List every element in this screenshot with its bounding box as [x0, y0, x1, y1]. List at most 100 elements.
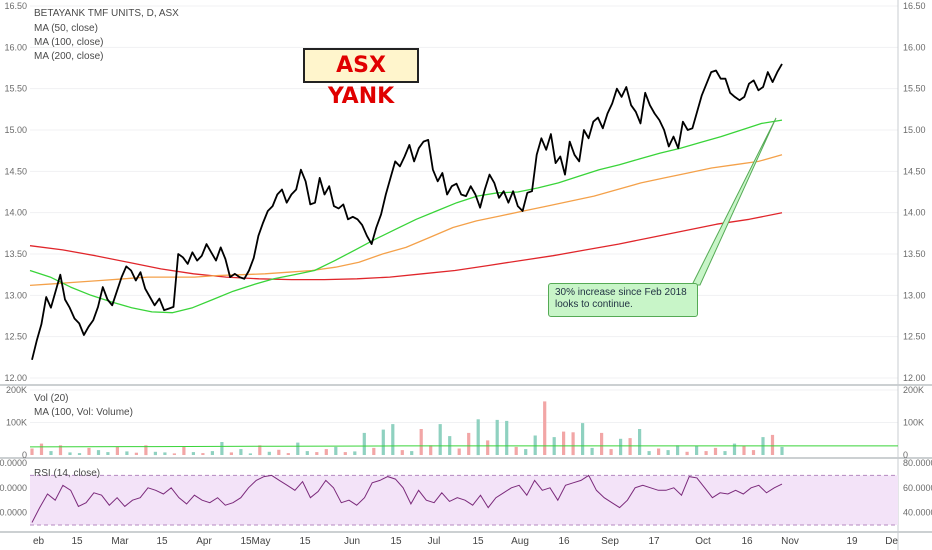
x-tick-label: Mar — [111, 536, 129, 547]
price-y-tick-left: 13.00 — [4, 290, 27, 300]
ma50-line — [29, 119, 783, 314]
x-tick-label: Apr — [196, 536, 212, 547]
price-y-tick-right: 15.50 — [903, 84, 926, 94]
volume-bar — [666, 450, 670, 455]
rsi-line — [31, 474, 783, 523]
volume-bar — [410, 451, 414, 455]
volume-bar — [172, 453, 176, 455]
price-y-tick-left: 15.50 — [4, 84, 27, 94]
volume-bar — [258, 445, 262, 456]
volume-bar — [239, 449, 243, 455]
x-tick-label: 15 — [472, 536, 484, 547]
volume-y-tick-left: 0 — [22, 450, 27, 460]
volume-bar — [315, 452, 319, 455]
volume-bar — [628, 438, 632, 455]
callout-line-2: looks to continue. — [555, 299, 633, 310]
x-tick-label: 16 — [741, 536, 753, 547]
volume-bar — [58, 445, 63, 456]
volume-bar — [267, 451, 271, 456]
volume-bar — [685, 451, 689, 456]
x-tick-label: Nov — [781, 536, 799, 547]
volume-bar — [467, 432, 471, 455]
x-tick-label: 16 — [558, 536, 570, 547]
price-y-tick-right: 12.50 — [903, 332, 926, 342]
volume-bar — [676, 445, 680, 456]
volume-bar — [438, 424, 442, 455]
x-tick-label: 15 — [156, 536, 168, 547]
rsi-y-tick-left: 80.0000 — [0, 458, 27, 468]
asx-yank-banner: ASX YANK — [303, 48, 419, 109]
callout-line-1: 30% increase since Feb 2018 — [555, 287, 687, 298]
volume-bar — [713, 447, 718, 455]
volume-bar — [362, 432, 366, 455]
volume-bar — [30, 448, 34, 455]
price-y-tick-right: 12.00 — [903, 373, 926, 383]
volume-bar — [201, 453, 205, 455]
volume-bar — [296, 442, 300, 455]
volume-bar — [476, 419, 480, 456]
volume-bar — [704, 451, 708, 455]
price-y-tick-right: 14.50 — [903, 166, 926, 176]
volume-bar — [562, 431, 566, 455]
x-tick-label: 17 — [648, 536, 660, 547]
price-y-tick-right: 14.00 — [903, 208, 926, 218]
volume-bar — [400, 450, 404, 455]
volume-bar — [486, 440, 490, 455]
volume-bar — [248, 453, 252, 455]
volume-ma-legend: MA (100, Vol: Volume) — [34, 407, 133, 418]
ma100-legend: MA (100, close) — [34, 37, 103, 48]
volume-bar — [524, 449, 528, 455]
volume-bar — [381, 429, 385, 455]
rsi-title: RSI (14, close) — [34, 468, 100, 479]
volume-y-tick-left: 200K — [6, 385, 27, 395]
price-y-tick-right: 15.00 — [903, 125, 926, 135]
price-y-tick-right: 16.00 — [903, 42, 926, 52]
volume-bar — [324, 449, 328, 455]
volume-bar — [742, 445, 746, 455]
volume-y-tick-right: 100K — [903, 418, 924, 428]
volume-bar — [39, 443, 44, 455]
rsi-y-tick-right: 80.0000 — [903, 458, 932, 468]
x-tick-label: De — [885, 536, 898, 547]
x-tick-label: 19 — [846, 536, 858, 547]
x-tick-label: 15 — [71, 536, 83, 547]
volume-bar — [134, 452, 138, 455]
volume-bar — [96, 450, 101, 455]
ma100-line — [29, 154, 783, 287]
volume-bar — [391, 424, 395, 455]
volume-bar — [543, 401, 547, 455]
symbol-title: BETAYANK TMF UNITS, D, ASX — [34, 8, 179, 19]
volume-bar — [229, 452, 233, 455]
volume-bar — [638, 429, 642, 455]
volume-bar — [115, 446, 119, 455]
x-tick-label: Sep — [601, 536, 619, 547]
ma50-legend: MA (50, close) — [34, 23, 98, 34]
volume-bar — [106, 452, 110, 455]
annotation-callout: 30% increase since Feb 2018 looks to con… — [548, 283, 698, 317]
volume-bar — [220, 442, 224, 455]
volume-bar — [457, 448, 461, 455]
volume-bar — [286, 453, 290, 455]
volume-bar — [191, 452, 195, 455]
volume-bar — [581, 423, 585, 455]
rsi-y-tick-left: 60.0000 — [0, 483, 27, 493]
price-y-tick-left: 15.00 — [4, 125, 27, 135]
volume-bar — [695, 445, 699, 455]
price-y-tick-left: 14.00 — [4, 208, 27, 218]
volume-bar — [343, 452, 347, 455]
volume-bar — [49, 451, 53, 455]
volume-title: Vol (20) — [34, 393, 68, 404]
volume-bar — [77, 453, 82, 455]
x-tick-label: 15 — [390, 536, 402, 547]
price-y-tick-left: 16.50 — [4, 1, 27, 11]
price-y-tick-right: 16.50 — [903, 1, 926, 11]
volume-bar — [732, 443, 737, 455]
price-y-tick-left: 16.00 — [4, 42, 27, 52]
x-tick-label: May — [252, 536, 271, 547]
price-y-tick-right: 13.00 — [903, 290, 926, 300]
x-tick-label: 15 — [299, 536, 311, 547]
volume-bar — [429, 445, 433, 456]
ma200-line — [29, 212, 783, 281]
rsi-y-tick-right: 40.0000 — [903, 508, 932, 518]
